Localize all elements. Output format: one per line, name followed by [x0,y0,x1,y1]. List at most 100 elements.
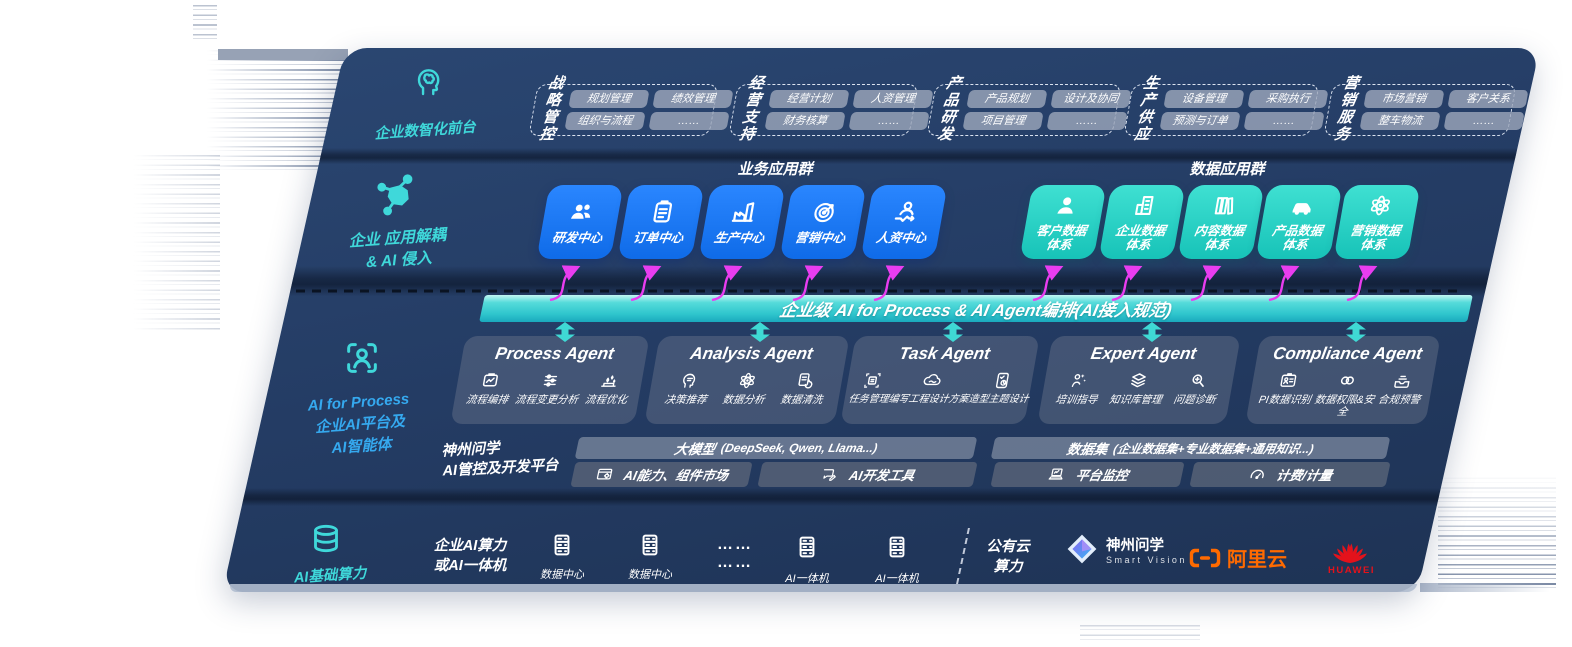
agent-item: 培训指导 [1054,370,1102,406]
pill: 绩效管理 [652,90,734,108]
security-rings-icon [1336,370,1361,391]
aliyun-bracket-icon [1189,548,1221,567]
server-icon [793,533,821,561]
center-marketing: 营销中心 [779,185,867,259]
brain-head-icon [410,64,446,100]
data-system-label: 客户数据体系 [1035,223,1088,252]
factory-icon [727,198,760,226]
agent-title: Analysis Agent [688,344,815,363]
group-pills: 产品规划 设计及协同 项目管理 …… [962,90,1132,130]
pill: 市场营销 [1363,90,1445,108]
server-icon [883,533,911,561]
data-system-customer: 客户数据体系 [1019,185,1107,259]
task-agent-box: Task Agent 任务管理 编写工程设计方案 造型主题设计 [840,336,1040,424]
agent-item: 数据权限&安全 [1310,370,1380,418]
huawei-logo: HUAWEI [1328,533,1374,576]
tool-billing: 计费/计量 [1189,462,1391,487]
agent-item: 流程变更分析 [514,370,583,406]
group-name: 经营支持 [738,75,766,143]
building-icon [1129,192,1161,219]
center-order: 订单中心 [617,185,705,259]
agent-title: Task Agent [897,344,992,363]
center-label: 人资中心 [874,231,928,246]
pill: 经营计划 [768,90,850,108]
decor-stripes-top-left [198,50,348,170]
orchestration-label: 企业级 AI for Process & AI Agent编排(AI接入规范) [777,301,1174,320]
process-agent-box: Process Agent 流程编排 流程变更分析 流程优化 [450,336,650,424]
public-cloud-line1: 公有云 [986,539,1030,555]
devtools-icon [818,465,841,484]
layers-icon [1127,370,1152,391]
center-hr: 人资中心 [860,185,948,259]
data-system-label: 企业数据体系 [1114,223,1167,252]
center-rd: 研发中心 [536,185,624,259]
pill: 客户关系 [1447,90,1529,108]
data-system-label: 营销数据体系 [1349,223,1402,252]
data-system-marketing: 营销数据体系 [1333,185,1421,259]
pill: 预测与订单 [1159,112,1241,130]
pill: 人资管理 [852,90,934,108]
group-name: 战略管控 [538,75,566,143]
agent-item: 流程优化 [584,370,632,406]
agent-item: 数据清洗 [779,370,827,406]
clean-icon [793,370,818,391]
pill: 设备管理 [1163,90,1245,108]
pill: 项目管理 [962,112,1044,130]
decision-icon [677,370,702,391]
pill: …… [1243,112,1325,130]
group-pills: 市场营销 客户关系 整车物流 …… [1359,90,1529,130]
atom-icon [1364,192,1396,219]
compute-label-line1: 企业AI算力 [433,538,507,554]
flow-chart-icon [478,370,503,391]
tool-platform-monitor: 平台监控 [990,462,1185,487]
people-icon [565,198,598,226]
agent-item: PI数据识别 [1258,370,1316,406]
analysis-agent-box: Analysis Agent 决策推荐 数据分析 数据清洗 [644,336,850,424]
layer-separator-3 [241,488,1441,506]
orchestration-bar: 企业级 AI for Process & AI Agent编排(AI接入规范) [479,295,1473,322]
group-name: 营销服务 [1333,75,1361,143]
gauge-icon [1246,465,1269,484]
data-system-label: 内容数据体系 [1193,223,1246,252]
front-group-supply: 生产供应 设备管理 采购执行 预测与订单 …… [1123,75,1329,143]
center-label: 订单中心 [631,231,685,246]
front-group-operations: 经营支持 经营计划 人资管理 财务核算 …… [728,75,934,143]
theme-design-icon [990,370,1015,391]
tool-ai-devtools: AI开发工具 [757,462,978,487]
front-group-strategy: 战略管控 规划管理 绩效管理 组织与流程 …… [528,75,734,143]
ai-scan-person-icon [342,338,382,378]
agent-item: 数据分析 [721,370,769,406]
sliders-icon [538,370,563,391]
agent-item: 任务管理 [848,370,894,406]
cloud-design-icon [920,370,945,391]
atom-icon [735,370,760,391]
server-icon [548,531,576,559]
market-icon [593,465,616,484]
front-group-marketing: 营销服务 市场营销 客户关系 整车物流 …… [1323,75,1529,143]
id-card-icon [1276,370,1301,391]
data-system-product: 产品数据体系 [1255,185,1343,259]
layer-separator-2 [289,266,1491,296]
shenzhou-diamond-icon [1067,534,1097,564]
monitor-icon [1045,465,1068,484]
agent-item: 编写工程设计方案 [888,370,974,406]
aliyun-logo: 阿里云 [1188,543,1287,572]
pill: 财务核算 [764,112,846,130]
infra-node-ai2 [883,533,911,561]
pill: 组织与流程 [564,112,646,130]
training-icon [1067,370,1092,391]
group-name: 生产供应 [1133,75,1161,143]
optimize-icon [597,370,622,391]
neuron-icon [372,172,420,220]
center-production: 生产中心 [698,185,786,259]
decor-bottom-right-strip [1420,583,1550,592]
agent-item: 问题诊断 [1172,370,1220,406]
infra-node-ai1 [793,533,821,561]
agent-item: 流程编排 [465,370,513,406]
aliyun-name: 阿里云 [1227,549,1287,571]
model-bar-detail: (DeepSeek, Qwen, Llama...) [719,441,879,455]
center-label: 营销中心 [793,231,847,246]
group-pills: 设备管理 采购执行 预测与订单 …… [1159,90,1329,130]
group-pills: 规划管理 绩效管理 组织与流程 …… [564,90,734,130]
front-group-product: 产品研发 产品规划 设计及协同 项目管理 …… [926,75,1132,143]
